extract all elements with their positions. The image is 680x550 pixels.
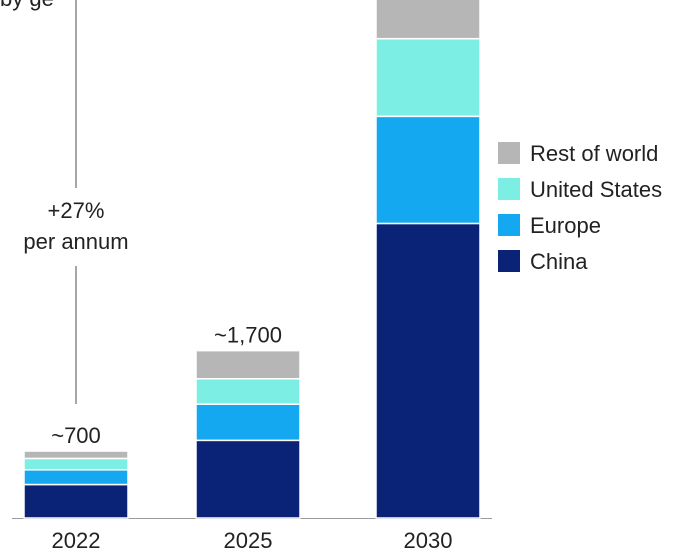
legend-label-europe: Europe [530,213,601,238]
bar-segment-united-states-2030 [375,37,481,118]
growth-annotation-line-1: +27% [48,198,105,223]
legend-label-rest-of-world: Rest of world [530,141,658,166]
x-tick-label-2025: 2025 [224,528,273,550]
total-label-2022: ~700 [51,423,101,448]
header-fragment: by ge [0,0,54,12]
legend-swatch-europe [498,214,520,236]
legend-label-china: China [530,249,588,274]
legend: Rest of world United States Europe China [498,141,662,274]
legend-swatch-united-states [498,178,520,200]
bars-layer [12,0,492,519]
bar-segment-china-2025 [195,439,301,519]
bar-segment-rest-of-world-2030 [375,0,481,40]
x-tick-label-2022: 2022 [52,528,101,550]
growth-annotation: +27% per annum [23,0,129,404]
bar-segment-united-states-2025 [195,378,301,405]
legend-swatch-rest-of-world [498,142,520,164]
legend-swatch-china [498,250,520,272]
bar-segment-rest-of-world-2022 [23,450,129,460]
x-tick-labels: 2022 2025 2030 [52,528,453,550]
bar-segment-united-states-2022 [23,457,129,471]
x-tick-label-2030: 2030 [404,528,453,550]
bar-segment-europe-2030 [375,115,481,225]
total-labels: ~700~1,700~4,700 [51,323,282,448]
bar-segment-rest-of-world-2025 [195,349,301,380]
bar-segment-europe-2025 [195,403,301,442]
bar-segment-europe-2022 [23,469,129,486]
bar-segment-china-2030 [375,222,481,519]
legend-label-united-states: United States [530,177,662,202]
growth-annotation-line-2: per annum [23,229,128,254]
total-label-2025: ~1,700 [214,323,282,348]
bar-segment-china-2022 [23,483,129,519]
